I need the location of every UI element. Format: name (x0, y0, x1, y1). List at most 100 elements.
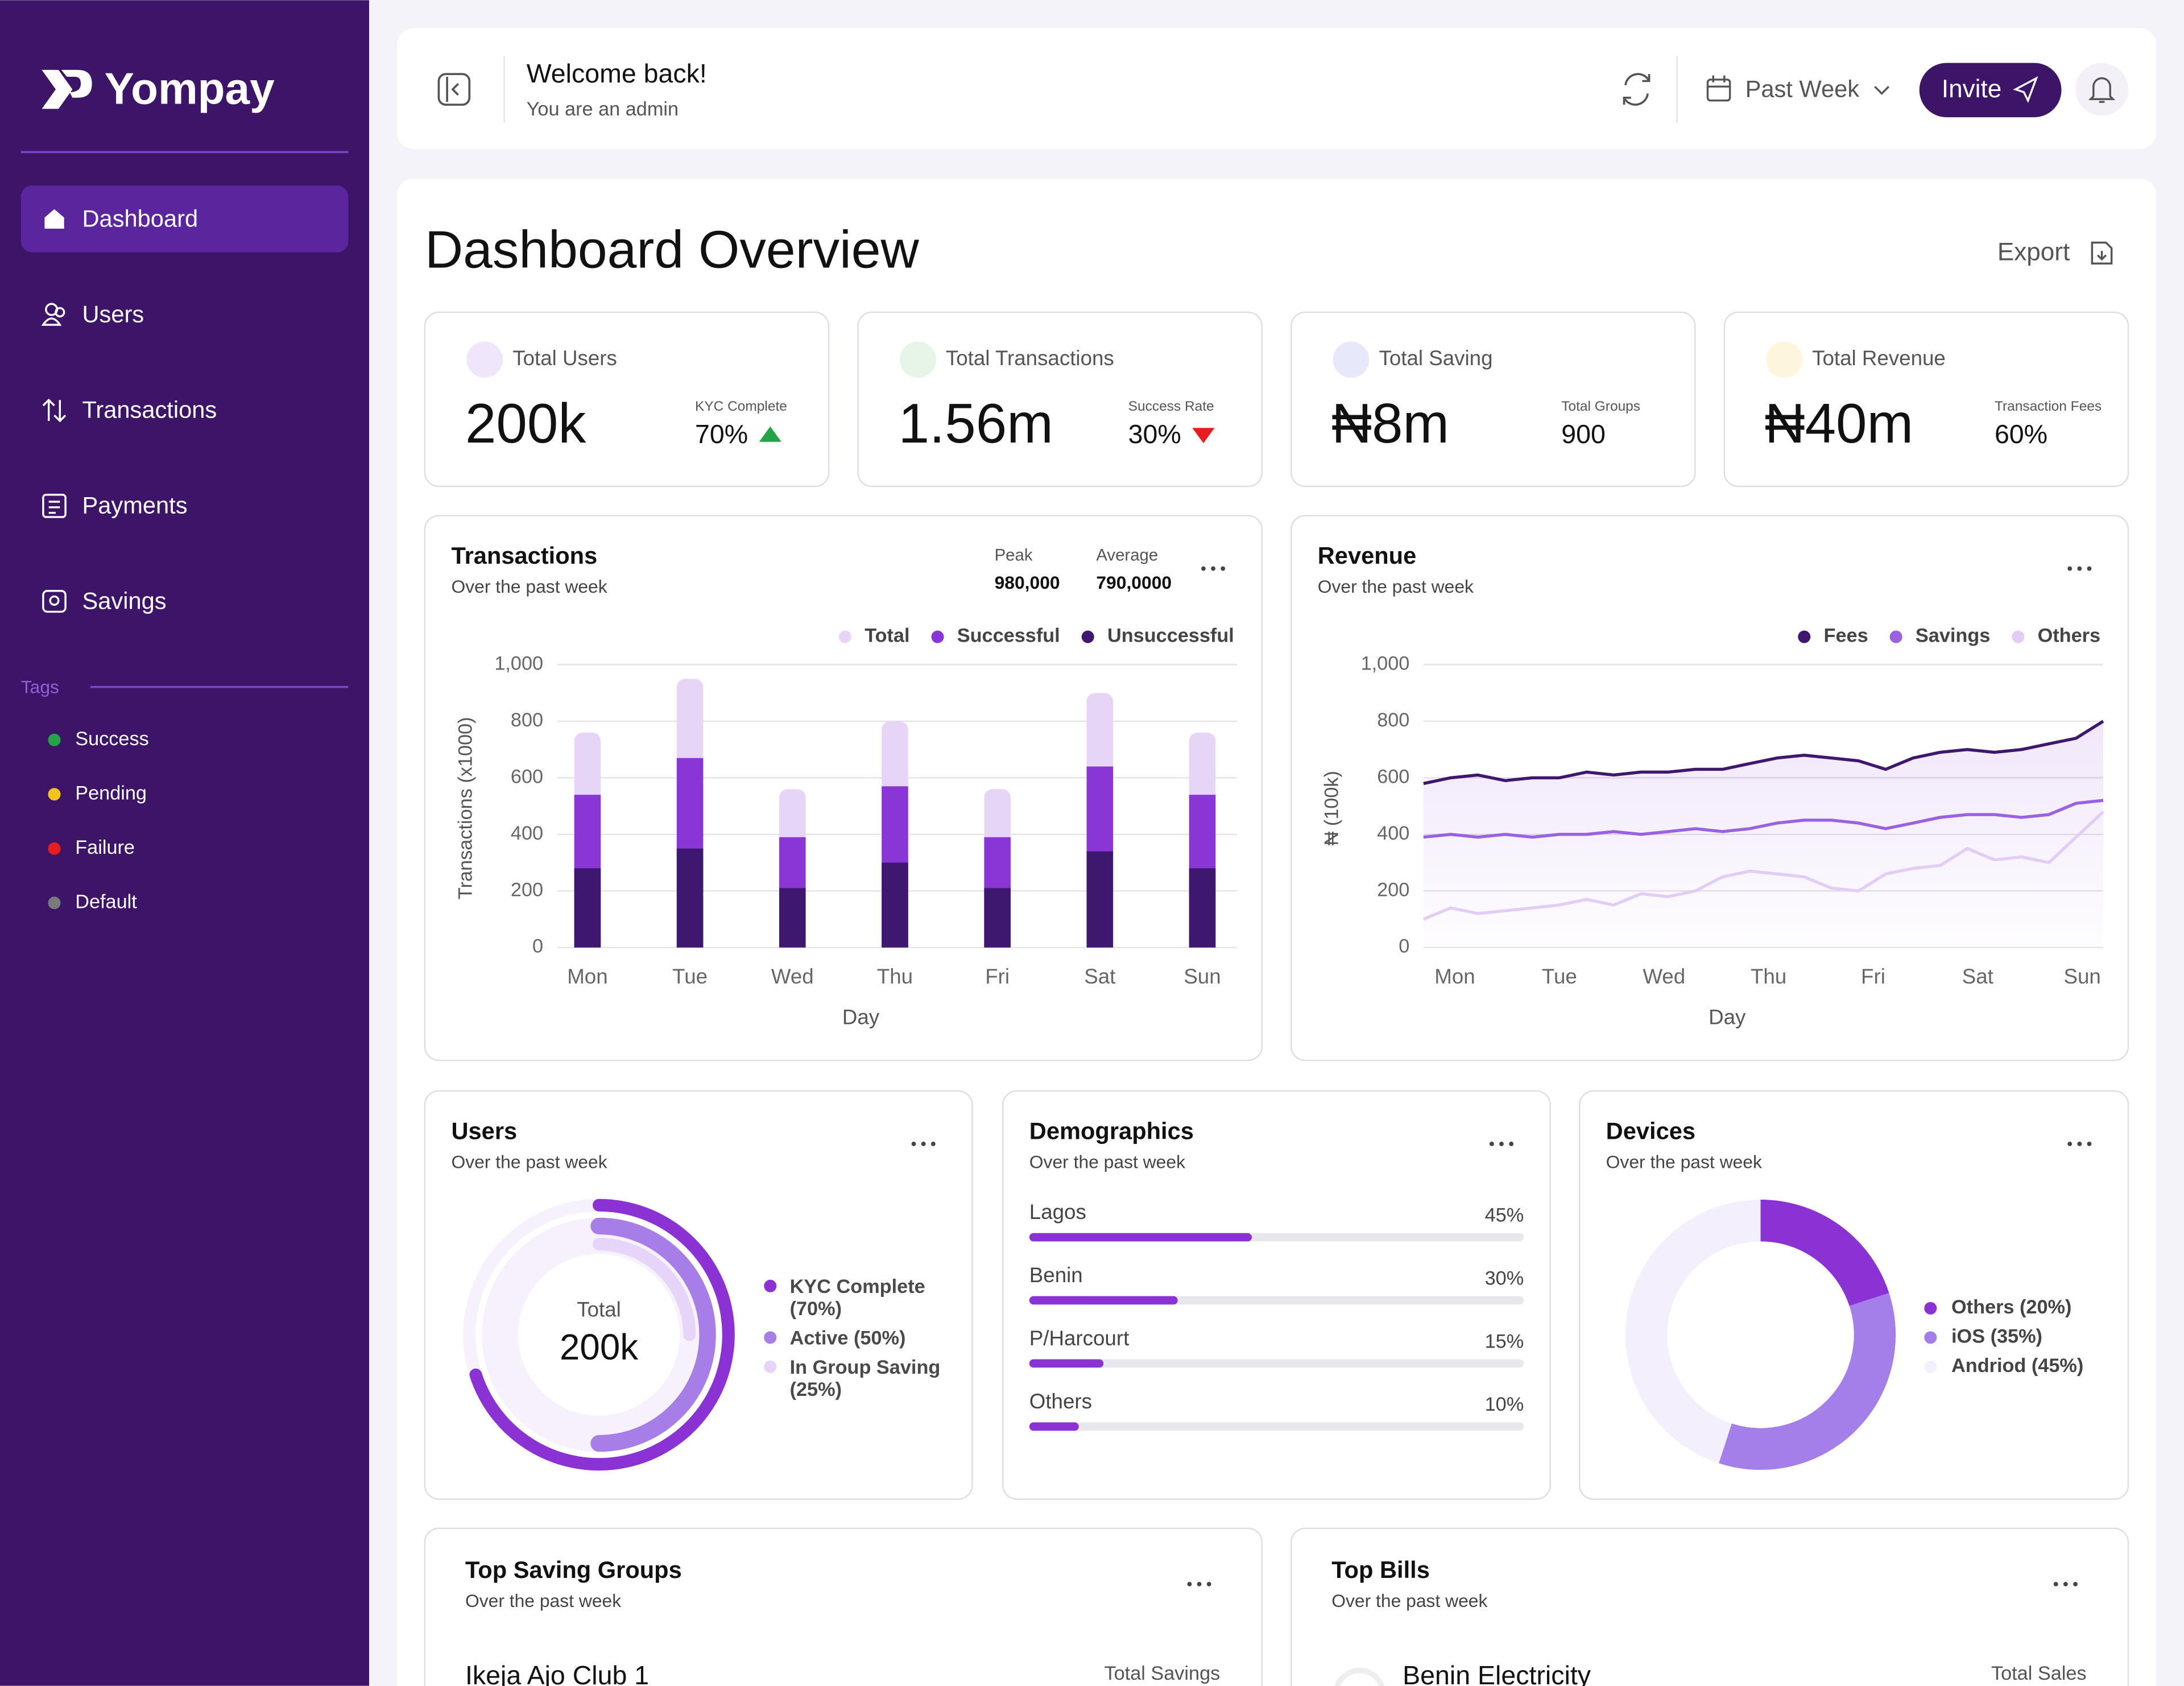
notifications-button[interactable] (2075, 63, 2129, 116)
tag-item[interactable]: Pending (75, 782, 147, 804)
stat-title: Total Users (512, 346, 617, 370)
stat-value: 980,000 (995, 572, 1060, 593)
legend-dot (838, 630, 851, 643)
nav-item[interactable]: Transactions (82, 396, 217, 423)
line (1423, 720, 2104, 786)
list-column: Total Savings (1104, 1663, 1220, 1684)
tag-item[interactable]: Success (75, 728, 149, 750)
x-tick-label: Thu (1751, 965, 1786, 988)
progress-bar (1029, 1296, 1178, 1305)
collapse-icon (446, 77, 460, 102)
sidebar (0, 0, 369, 1686)
period-select[interactable] (1706, 75, 1890, 102)
nav-item[interactable]: Savings (82, 587, 166, 614)
invite-button[interactable] (1919, 63, 2062, 118)
stat-label: Peak (995, 546, 1033, 564)
nav-active[interactable] (20, 185, 349, 253)
nav-icons (41, 303, 67, 613)
donut-slice (1760, 1199, 1889, 1307)
legend-dot (1924, 1360, 1937, 1373)
list-title: Top Saving Groups (465, 1556, 682, 1583)
legend-label: Unsuccessful (1107, 625, 1234, 647)
y-tick-label: 400 (511, 823, 543, 844)
invite-label[interactable]: Invite (1942, 75, 2001, 103)
welcome-title: Welcome back! (527, 59, 707, 88)
x-tick-label: Tue (1542, 965, 1577, 988)
area (1423, 721, 2103, 948)
legend-item: KYC Complete (70%) (790, 1275, 925, 1319)
trend-up (759, 426, 781, 442)
legend-label: iOS (35%) (1951, 1325, 2042, 1347)
menu-dot (1489, 1142, 1494, 1146)
menu-dot (911, 1142, 916, 1146)
menu-dot (2077, 566, 2082, 571)
legend-dot (2012, 630, 2025, 643)
legend-dot (1889, 630, 1902, 643)
tag-item[interactable]: Failure (75, 837, 135, 858)
line (1422, 811, 2104, 921)
nav-item[interactable]: Users (82, 300, 144, 327)
nav-item[interactable]: Dashboard (82, 205, 198, 232)
menu-dot (1206, 1581, 1211, 1586)
donut-slice (1625, 1199, 1761, 1464)
tag-item[interactable]: Default (75, 891, 137, 912)
y-tick-label: 0 (1399, 936, 1409, 957)
stat-icon (466, 341, 503, 378)
menu-dot (1201, 566, 1206, 571)
header-bar (396, 28, 2157, 150)
value-label: 15% (1485, 1330, 1524, 1352)
progress-bar (1029, 1359, 1104, 1368)
stat-value: 1.56m (899, 392, 1053, 454)
chart-title: Devices (1606, 1117, 1695, 1144)
legend-label: Others (20%) (1951, 1296, 2071, 1318)
x-tick-label: Mon (1434, 965, 1475, 988)
x-tick-label: Sun (2064, 965, 2101, 988)
chart-subtitle: Over the past week (1318, 576, 1474, 597)
x-tick-label: Sat (1084, 965, 1115, 988)
collapse-button[interactable] (437, 73, 471, 106)
legend-dot (1081, 630, 1094, 643)
period-label[interactable]: Past Week (1745, 76, 1860, 102)
menu-dot (2053, 1581, 2058, 1586)
stat-detail-value: 60% (1995, 419, 2048, 449)
stat-card (1290, 311, 1696, 487)
refresh-button[interactable] (1623, 73, 1651, 106)
menu-dot (2087, 566, 2092, 571)
tag-dot (48, 733, 61, 746)
chart-title: Users (451, 1117, 517, 1144)
stat-card (424, 311, 830, 487)
list-column: Total Sales (1991, 1663, 2087, 1684)
chart-title: Transactions (451, 542, 597, 569)
x-tick-label: Tue (672, 965, 708, 988)
item-avatar (1334, 1667, 1385, 1686)
progress-bar (1029, 1233, 1252, 1242)
bell-icon (2088, 77, 2116, 103)
legend-dot (1798, 630, 1811, 643)
legend-dot (764, 1360, 777, 1373)
value-label: 30% (1485, 1267, 1524, 1289)
y-axis-label: ₦ (100k) (1321, 771, 1343, 845)
icon-home (44, 209, 64, 229)
legend-label: Savings (1916, 625, 1990, 647)
y-tick-label: 600 (1377, 766, 1409, 787)
menu-dot (1221, 566, 1226, 571)
export-button[interactable]: Export (1997, 238, 2070, 266)
stat-icon (900, 341, 936, 378)
tag-dot (48, 842, 61, 855)
send-icon (2013, 76, 2038, 103)
x-tick-label: Fri (985, 965, 1010, 988)
nav-item[interactable]: Payments (82, 491, 187, 518)
legend-label: In Group Saving (25%) (789, 1356, 941, 1400)
center-value: 200k (560, 1327, 638, 1367)
welcome-subtitle: You are an admin (527, 98, 679, 120)
export-icon (2091, 241, 2113, 265)
x-axis-label: Day (842, 1005, 880, 1028)
chart-title: Revenue (1318, 542, 1417, 569)
menu-dot (2063, 1581, 2068, 1586)
menu-dot (1187, 1581, 1192, 1586)
y-tick-label: 1,000 (1361, 653, 1410, 675)
legend-dot (764, 1279, 777, 1292)
menu-dot (2087, 1142, 2092, 1146)
category-label: Benin (1029, 1263, 1083, 1287)
